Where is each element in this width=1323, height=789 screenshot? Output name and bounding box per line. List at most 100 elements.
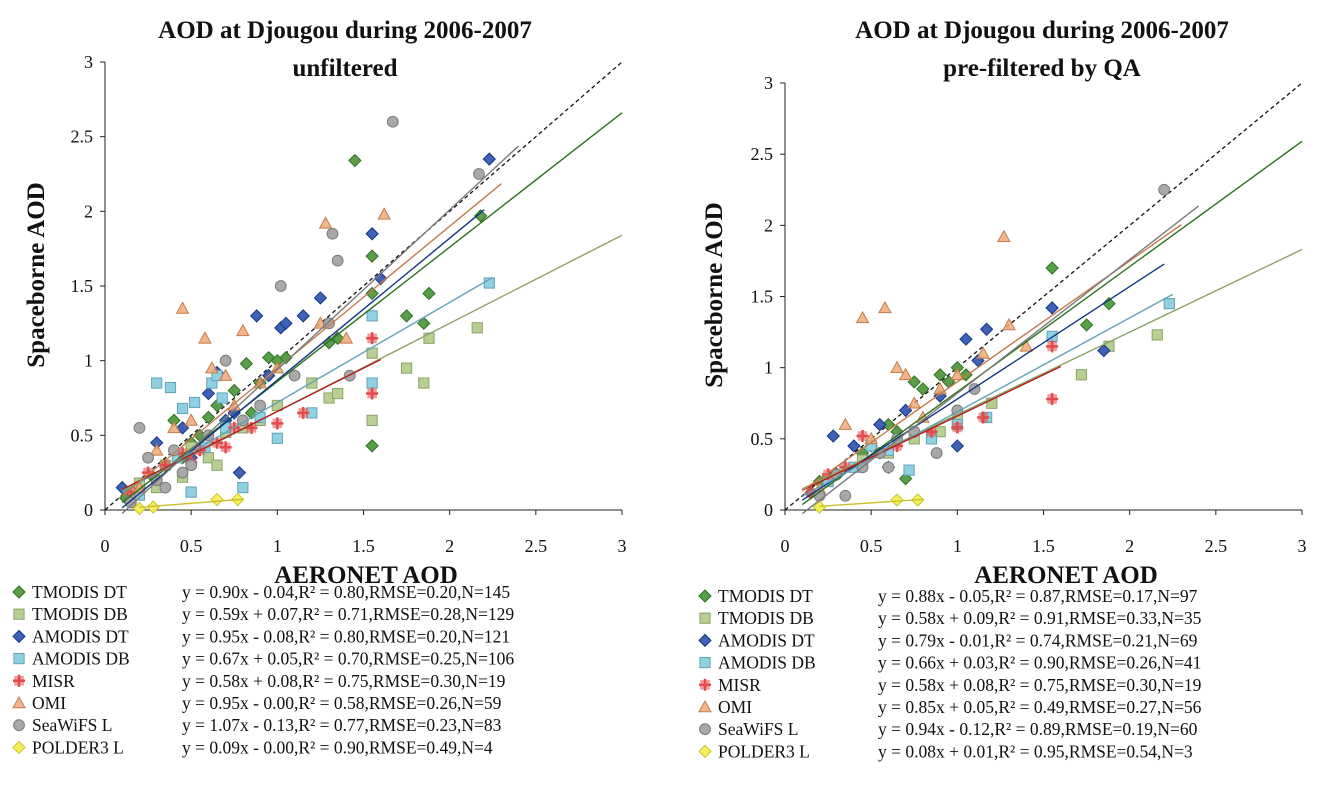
left-legend-marker-amodis-dt	[12, 629, 26, 644]
left-legend-marker-seawifs-l	[13, 719, 25, 732]
right-point-polder3-l	[890, 493, 904, 507]
right-point-tmodis-db	[1075, 369, 1088, 381]
right-x-tick-label: 3	[1298, 536, 1307, 556]
left-point-omi	[184, 413, 199, 426]
right-legend-equation-seawifs-l: y = 0.94x - 0.12,R² = 0.89,RMSE=0.19,N=6…	[878, 719, 1198, 739]
left-point-amodis-dt	[232, 465, 247, 480]
left-point-seawifs-l	[168, 444, 180, 457]
left-point-seawifs-l	[236, 414, 249, 427]
right-legend-label-amodis-db: AMODIS DB	[718, 653, 816, 673]
right-point-omi	[976, 346, 991, 359]
left-point-amodis-dt	[313, 291, 328, 305]
left-point-omi	[198, 331, 212, 344]
left-point-tmodis-db	[332, 387, 344, 400]
right-y-tick-label: 1	[764, 358, 773, 378]
right-legend-label-omi: OMI	[718, 697, 752, 717]
left-point-tmodis-db	[211, 459, 223, 471]
right-x-tick-label: 0	[781, 536, 790, 556]
right-point-tmodis-dt	[916, 382, 930, 396]
left-point-amodis-db	[216, 392, 228, 404]
left-legend-label-seawifs-l: SeaWiFS L	[32, 715, 112, 735]
left-legend-label-tmodis-dt: TMODIS DT	[32, 582, 127, 602]
right-legend-marker-misr	[699, 678, 711, 691]
right-point-amodis-dt	[950, 439, 965, 453]
left-point-amodis-db	[185, 486, 197, 498]
left-point-omi	[149, 443, 164, 456]
left-point-amodis-db	[176, 402, 189, 415]
left-fit-line-misr	[121, 358, 382, 491]
left-point-seawifs-l	[219, 354, 232, 367]
left-point-seawifs-l	[473, 168, 485, 180]
left-point-tmodis-dt	[365, 286, 379, 301]
right-one-to-one-line	[784, 82, 1303, 511]
left-plot-area: 0 0.5 1 1.5 2 2.5 3 0 0.5 1 1.5 2 2.5 3	[71, 52, 627, 556]
right-y-tick-label: 1.5	[751, 287, 774, 307]
right-point-polder3-l	[812, 500, 827, 514]
left-point-tmodis-dt	[365, 439, 379, 453]
right-point-seawifs-l	[930, 447, 943, 459]
left-point-amodis-dt	[296, 309, 310, 323]
right-point-tmodis-dt	[1079, 318, 1094, 332]
right-legend-label-amodis-dt: AMODIS DT	[718, 630, 815, 650]
left-point-seawifs-l	[323, 317, 335, 330]
right-point-omi	[855, 310, 870, 324]
left-point-tmodis-dt	[473, 209, 488, 223]
left-point-amodis-db	[271, 432, 283, 444]
left-legend-marker-misr	[13, 674, 25, 687]
right-legend-marker-amodis-dt	[698, 633, 712, 648]
right-fit-line-misr	[801, 365, 1062, 491]
right-y-tick-label: 3	[764, 73, 773, 93]
left-legend-equation-polder3-l: y = 0.09x - 0.00,R² = 0.90,RMSE=0.49,N=4	[182, 737, 493, 757]
left-point-amodis-dt	[115, 480, 129, 495]
right-x-tick-label: 1.5	[1032, 536, 1055, 556]
left-chart-title: AOD at Djougou during 2006-2007	[158, 17, 532, 44]
right-point-tmodis-dt	[1102, 296, 1116, 311]
right-legend-marker-amodis-db	[699, 657, 711, 669]
right-chart-subtitle: pre-filtered by QA	[943, 55, 1141, 82]
left-point-omi	[167, 420, 181, 434]
left-legend-label-amodis-dt: AMODIS DT	[32, 626, 129, 646]
right-legend: TMODIS DT y = 0.88x - 0.05,R² = 0.87,RMSE…	[698, 586, 1202, 761]
left-point-polder3-l	[210, 492, 224, 507]
left-legend-equation-amodis-db: y = 0.67x + 0.05,R² = 0.70,RMSE=0.25,N=1…	[182, 649, 514, 669]
left-point-amodis-db	[189, 396, 201, 409]
left-legend-label-misr: MISR	[32, 671, 75, 691]
right-point-amodis-dt	[1097, 343, 1111, 358]
right-point-omi	[997, 229, 1011, 243]
left-point-seawifs-l	[159, 481, 172, 494]
left-point-tmodis-db	[366, 414, 378, 426]
left-point-amodis-dt	[482, 152, 497, 166]
left-point-omi	[236, 323, 250, 337]
right-x-tick-label: 2	[1125, 536, 1134, 556]
left-legend-marker-polder3-l	[12, 740, 26, 755]
left-point-tmodis-dt	[399, 309, 414, 323]
right-point-misr	[977, 411, 990, 424]
right-point-misr	[951, 421, 964, 434]
right-point-omi	[907, 396, 922, 409]
left-x-tick-label: 1	[273, 536, 282, 556]
left-point-misr	[366, 332, 379, 345]
right-point-omi	[890, 360, 904, 373]
left-point-amodis-db	[366, 310, 378, 322]
left-x-tick-label: 2.5	[525, 536, 548, 556]
left-point-tmodis-db	[471, 322, 483, 334]
right-legend-equation-omi: y = 0.85x + 0.05,R² = 0.49,RMSE=0.27,N=5…	[878, 697, 1202, 717]
right-point-seawifs-l	[882, 461, 895, 474]
left-point-amodis-dt	[201, 386, 216, 401]
right-legend-label-polder3-l: POLDER3 L	[718, 741, 810, 761]
right-fit-line-polder3-l	[819, 498, 923, 507]
left-y-tick-label: 0	[84, 500, 93, 520]
right-fit-line-seawifs-l	[801, 205, 1200, 515]
left-point-tmodis-db	[400, 362, 413, 374]
left-fit-line-omi	[121, 183, 502, 497]
right-legend-equation-tmodis-db: y = 0.58x + 0.09,R² = 0.91,RMSE=0.33,N=3…	[878, 608, 1202, 628]
right-x-tick-label: 2.5	[1205, 536, 1228, 556]
left-point-seawifs-l	[326, 227, 339, 240]
right-x-tick-label: 0.5	[860, 536, 883, 556]
right-point-amodis-dt	[959, 332, 973, 346]
left-point-amodis-db	[237, 482, 249, 494]
right-point-misr	[1046, 392, 1059, 405]
right-fit-line-tmodis-dt	[801, 140, 1303, 506]
right-legend-equation-amodis-db: y = 0.66x + 0.03,R² = 0.90,RMSE=0.26,N=4…	[878, 653, 1201, 673]
